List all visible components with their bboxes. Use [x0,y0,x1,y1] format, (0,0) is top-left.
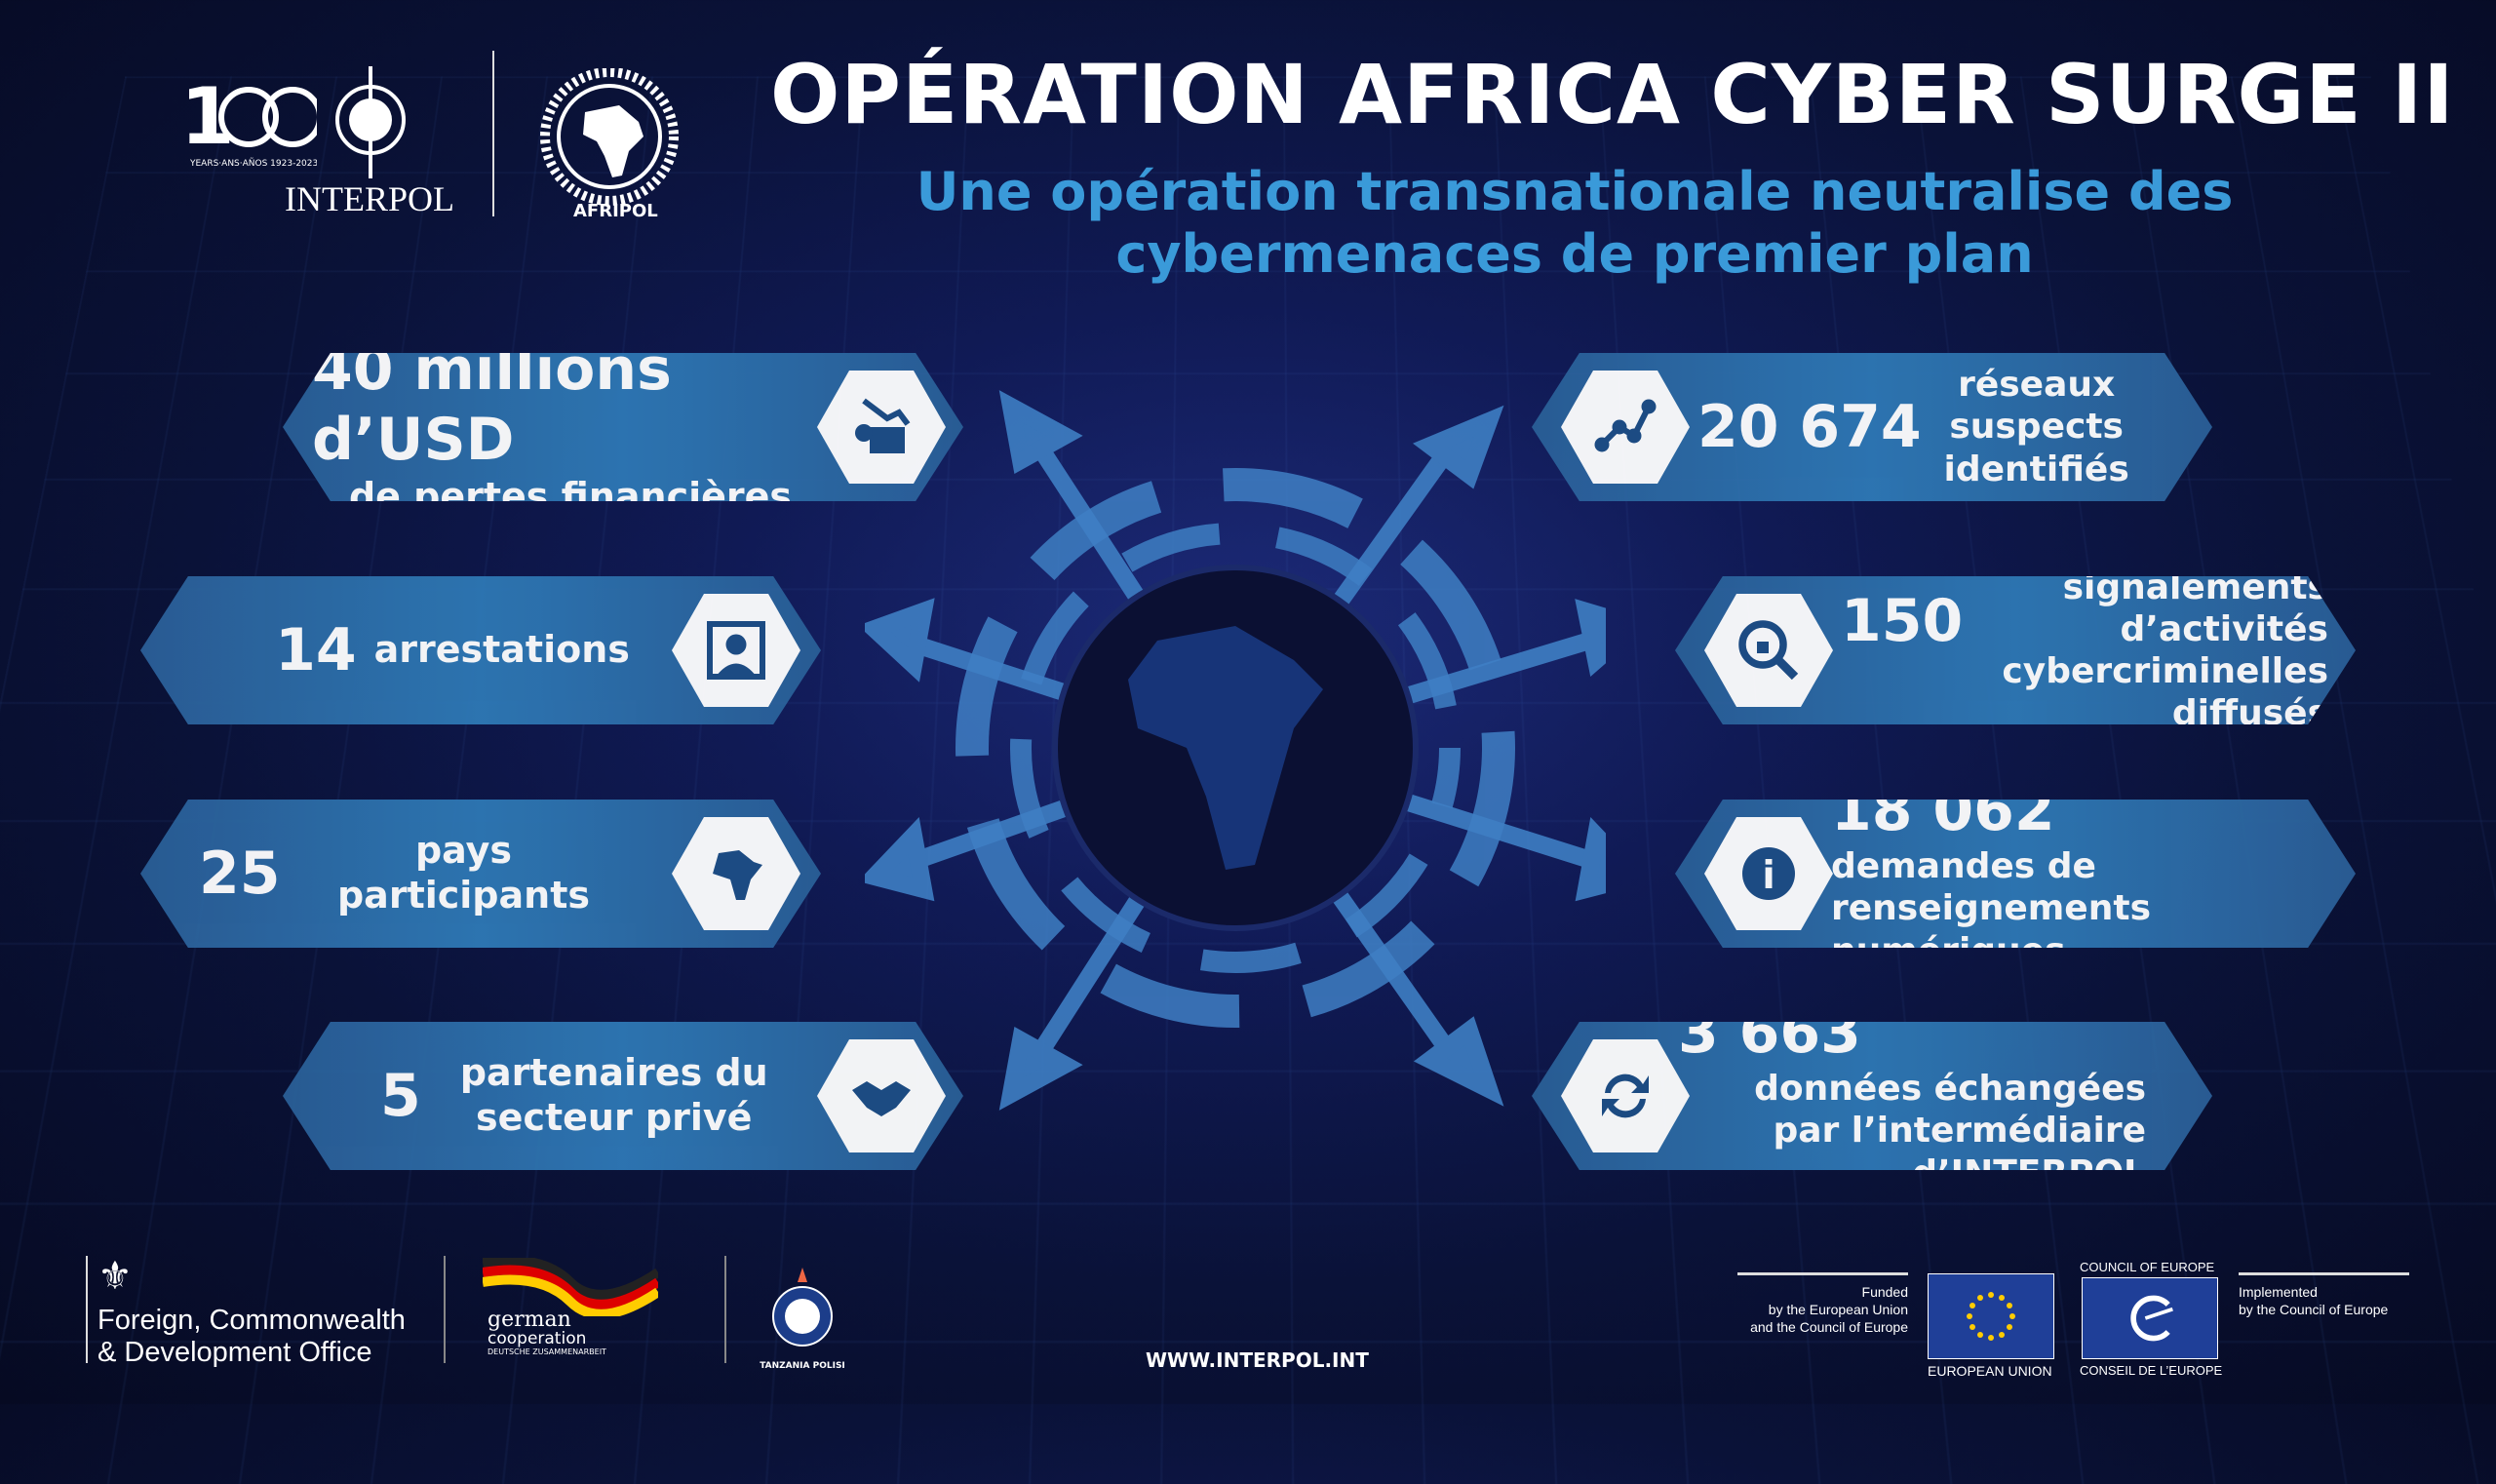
logo-divider [492,51,494,216]
tanzania-police-logo [768,1268,837,1360]
council-of-europe-flag [2082,1277,2218,1359]
stat-number: 20 674 [1697,392,1922,462]
funded-line-1: Funded [1687,1283,1908,1301]
exchange-icon [1561,1039,1690,1152]
funded-text: Funded by the European Union and the Cou… [1687,1283,1908,1336]
stat-number: 5 [380,1061,421,1131]
afripol-logo [526,68,692,215]
africa-map-icon [672,817,800,930]
stat-number: 40 millions d’USD [312,334,829,475]
tanzania-police-label: TANZANIA POLISI [754,1361,851,1371]
subtitle-line-2: cybermenaces de premier plan [878,223,2272,286]
svg-text:1: 1 [180,73,235,162]
page-subtitle: Une opération transnationale neutralise … [878,161,2272,286]
svg-text:YEARS·ANS·AÑOS 1923-2023: YEARS·ANS·AÑOS 1923-2023 [189,158,317,169]
stat-description: pays participants [337,829,591,918]
fcdo-line-1: Foreign, Commonwealth [98,1305,406,1337]
fcdo-divider [86,1256,88,1363]
stat-description: partenaires du secteur privé [458,1051,770,1140]
implemented-line [2239,1272,2409,1275]
page-title: OPÉRATION AFRICA CYBER SURGE II [770,47,2455,142]
stat-financial-losses: 40 millions d’USD de pertes financières [283,353,963,501]
website-link[interactable]: WWW.INTERPOL.INT [1146,1348,1369,1372]
funded-line-3: and the Council of Europe [1687,1318,1908,1336]
german-line-3: DEUTSCHE ZUSAMMENARBEIT [488,1348,606,1356]
stat-description: arrestations [374,628,630,673]
funded-line [1737,1272,1908,1275]
money-loss-icon [817,371,946,484]
afripol-wordmark: AFRIPOL [573,201,658,221]
stat-data-exchanged: 3 663 données échangées par l’intermédia… [1532,1022,2212,1170]
german-cooperation-logo: german cooperation DEUTSCHE ZUSAMMENARBE… [488,1308,606,1356]
stat-private-partners: 5 partenaires du secteur privé [283,1022,963,1170]
stat-countries: 25 pays participants [140,800,821,948]
handshake-icon [817,1039,946,1152]
uk-coat-of-arms-icon: ⚜ [98,1254,133,1299]
search-lock-icon [1704,594,1833,707]
interpol-wordmark: INTERPOL [285,178,454,219]
arrest-icon [672,594,800,707]
implemented-line-2: by the Council of Europe [2239,1301,2388,1318]
german-line-2: cooperation [488,1331,606,1348]
stat-reports: 150 signalements d’activités cybercrimin… [1675,576,2356,724]
eu-flag [1928,1273,2054,1359]
central-globe-graphic [865,377,1606,1118]
stat-description: signalements d’activités cybercriminelle… [1980,566,2328,735]
interpol-emblem [322,66,419,178]
coe-top-label: COUNCIL OF EUROPE [2080,1260,2214,1274]
stat-suspect-networks: 20 674 réseaux suspects identifiés [1532,353,2212,501]
funded-line-2: by the European Union [1687,1301,1908,1318]
stat-number: 25 [199,839,281,909]
network-icon [1561,371,1690,484]
implemented-line-1: Implemented [2239,1283,2388,1301]
fcdo-line-2: & Development Office [98,1337,406,1369]
stat-arrests: 14 arrestations [140,576,821,724]
tanzania-divider [724,1256,726,1363]
svg-text:i: i [1762,854,1774,898]
eu-label: EUROPEAN UNION [1928,1363,2052,1379]
implemented-text: Implemented by the Council of Europe [2239,1283,2388,1318]
stat-intel-requests: i 18 062 demandes de renseignements numé… [1675,800,2356,948]
coe-bottom-label: CONSEIL DE L’EUROPE [2080,1363,2222,1378]
german-line-1: german [488,1308,606,1331]
subtitle-line-1: Une opération transnationale neutralise … [878,161,2272,223]
stat-number: 150 [1841,586,1963,656]
fcdo-logo-text: Foreign, Commonwealth & Development Offi… [98,1305,406,1369]
info-icon: i [1704,817,1833,930]
stat-number: 14 [275,615,357,685]
german-divider [444,1256,446,1363]
stat-description: réseaux suspects identifiés [1939,364,2134,490]
interpol-100-logo: 1 YEARS·ANS·AÑOS 1923-2023 [180,73,317,171]
